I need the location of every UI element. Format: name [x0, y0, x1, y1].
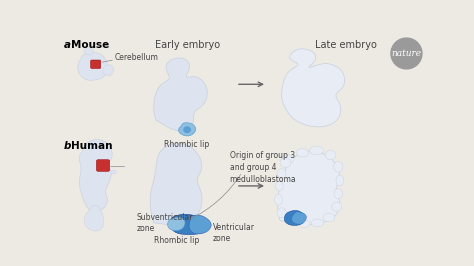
Ellipse shape [277, 169, 286, 178]
Ellipse shape [311, 219, 324, 227]
FancyBboxPatch shape [91, 60, 100, 69]
Polygon shape [84, 206, 104, 231]
Ellipse shape [286, 216, 297, 225]
Text: Human: Human [71, 141, 112, 151]
Text: b: b [64, 141, 71, 151]
Text: Cerebellum: Cerebellum [115, 53, 159, 62]
Ellipse shape [84, 47, 93, 55]
Polygon shape [179, 123, 196, 136]
Ellipse shape [336, 175, 344, 186]
Polygon shape [169, 214, 207, 234]
Ellipse shape [332, 202, 342, 211]
Polygon shape [78, 52, 107, 80]
Ellipse shape [296, 149, 309, 157]
Ellipse shape [275, 181, 283, 191]
Ellipse shape [282, 155, 294, 163]
Polygon shape [278, 151, 339, 225]
Polygon shape [150, 143, 202, 225]
Polygon shape [284, 210, 304, 225]
Text: Rhombic lip: Rhombic lip [164, 140, 210, 149]
Text: Late embryo: Late embryo [315, 40, 377, 50]
Ellipse shape [334, 189, 343, 199]
FancyBboxPatch shape [96, 160, 109, 171]
Text: Mouse: Mouse [71, 40, 109, 50]
Ellipse shape [310, 146, 324, 155]
Polygon shape [102, 65, 114, 76]
Polygon shape [189, 215, 211, 234]
Text: Rhombic lip: Rhombic lip [155, 236, 200, 245]
Polygon shape [168, 217, 185, 231]
Circle shape [391, 38, 422, 69]
Polygon shape [154, 58, 207, 131]
Polygon shape [292, 212, 306, 224]
Text: Origin of group 3
and group 4
medulloblastoma: Origin of group 3 and group 4 medullobla… [230, 151, 296, 184]
Polygon shape [282, 49, 345, 127]
Text: Ventricular
zone: Ventricular zone [213, 223, 255, 243]
Ellipse shape [323, 213, 335, 222]
Ellipse shape [325, 151, 336, 160]
Text: nature: nature [392, 49, 421, 58]
Ellipse shape [298, 220, 310, 227]
Ellipse shape [275, 194, 283, 205]
Ellipse shape [277, 208, 286, 218]
Text: a: a [64, 40, 71, 50]
Text: Subventricular
zone: Subventricular zone [137, 213, 193, 233]
Ellipse shape [111, 170, 116, 174]
Polygon shape [79, 140, 112, 211]
Ellipse shape [334, 161, 343, 172]
Text: Early embryo: Early embryo [155, 40, 219, 50]
Ellipse shape [280, 158, 291, 167]
Ellipse shape [183, 126, 191, 133]
